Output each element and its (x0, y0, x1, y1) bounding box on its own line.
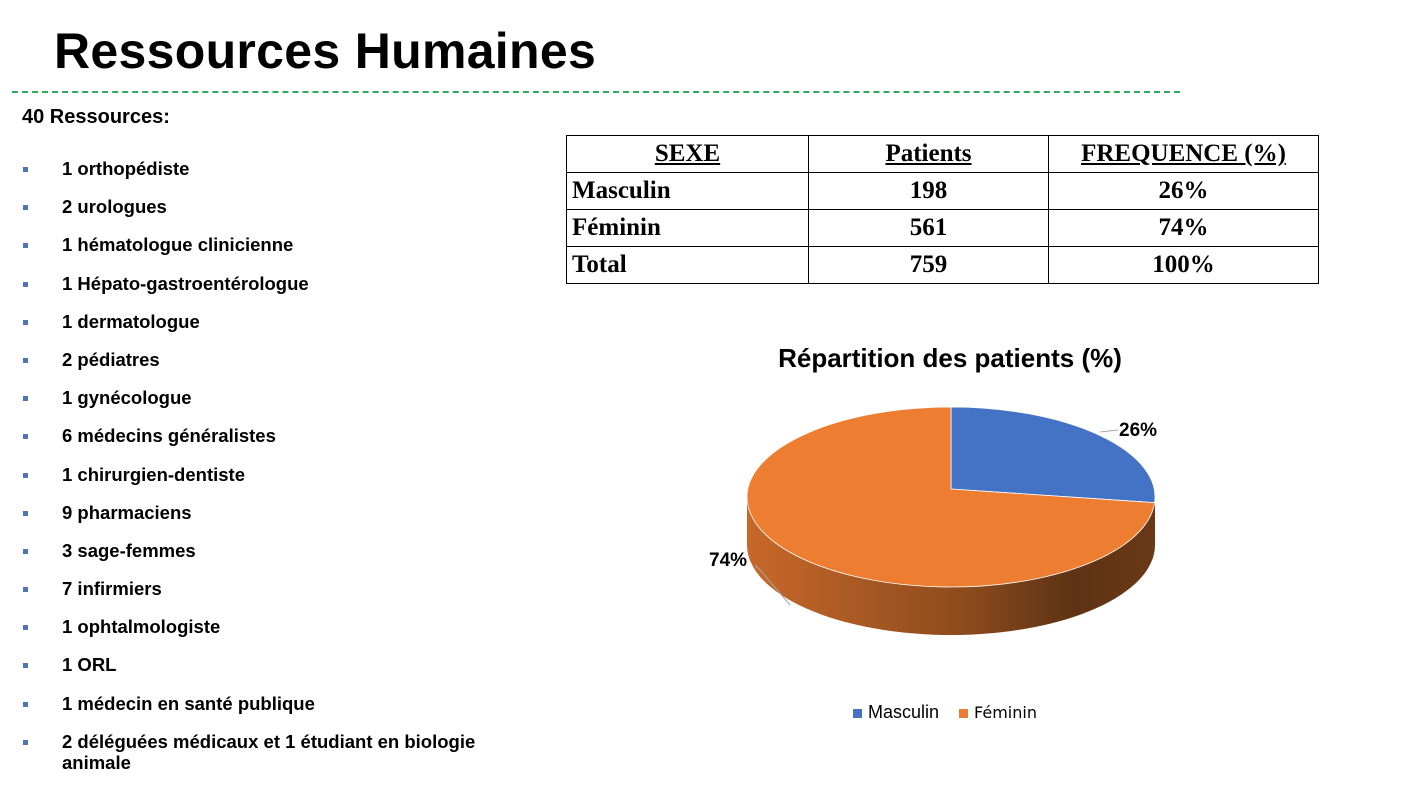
list-item-text: 1 hématologue clinicienne (62, 234, 294, 256)
legend-swatch (853, 709, 862, 718)
list-item-text: 1 Hépato-gastroentérologue (62, 272, 309, 294)
bullet-icon (23, 243, 28, 249)
list-item-text: 1 ORL (62, 654, 117, 676)
bullet-icon (23, 701, 28, 707)
bullet-icon (23, 587, 28, 593)
bullet-icon (23, 739, 28, 745)
bullet-icon (23, 548, 28, 554)
list-item-text: 1 chirurgien-dentiste (62, 463, 245, 485)
cell-frequence: 26% (1048, 172, 1319, 210)
table-row: Total 759 100% (566, 246, 1319, 284)
list-item-text: 1 gynécologue (62, 387, 192, 409)
divider (12, 91, 1180, 93)
bullet-icon (23, 396, 28, 402)
bullet-icon (23, 434, 28, 440)
list-item-text: 3 sage-femmes (62, 539, 196, 561)
table-row: Masculin 198 26% (566, 172, 1319, 210)
cell-frequence: 100% (1048, 246, 1319, 284)
list-item-text: 1 dermatologue (62, 310, 200, 332)
bullet-icon (23, 625, 28, 631)
data-label-masculin: 26% (1119, 420, 1157, 441)
legend-swatch (959, 709, 969, 718)
bullet-icon (23, 472, 28, 478)
cell-patients: 198 (808, 172, 1049, 210)
legend-label: Masculin (868, 702, 940, 722)
list-item-text: 2 urologues (62, 196, 167, 218)
resources-heading: 40 Ressources: (22, 106, 170, 128)
legend-item-feminin: Féminin (959, 702, 1037, 723)
chart-legend: Masculin Féminin (853, 702, 1037, 723)
leader-line (1099, 429, 1119, 433)
cell-sexe: Total (566, 246, 809, 284)
bullet-icon (23, 167, 28, 172)
data-label-feminin: 74% (709, 550, 747, 571)
pie-side-feminin (747, 497, 1155, 635)
slide-title: Ressources Humaines (54, 23, 597, 79)
list-item-text: 1 médecin en santé publique (62, 692, 315, 714)
header-sexe: SEXE (566, 135, 809, 173)
list-item-text: 9 pharmaciens (62, 501, 192, 523)
leader-line (754, 564, 791, 606)
list-item-text: 1 orthopédiste (62, 158, 190, 179)
list-item-text: 6 médecins généralistes (62, 425, 276, 447)
bullet-icon (23, 281, 28, 287)
chart-title: Répartition des patients (%) (778, 343, 1122, 373)
legend-item-masculin: Masculin (853, 702, 939, 723)
cell-patients: 759 (808, 246, 1049, 284)
sex-table: SEXE Patients FREQUENCE (%) Masculin 198… (566, 135, 1319, 284)
list-item-text: 1 ophtalmologiste (62, 616, 221, 638)
list-item-text: 2 déléguées médicaux et 1 étudiant en bi… (62, 730, 476, 773)
bullet-icon (23, 357, 28, 363)
bullet-icon (23, 205, 28, 211)
bullet-icon (23, 510, 28, 516)
legend-label: Féminin (974, 703, 1037, 722)
list-item-text: 7 infirmiers (62, 578, 162, 600)
list-item-text: 2 pédiatres (62, 348, 160, 370)
cell-sexe: Masculin (566, 172, 809, 210)
bullet-icon (23, 663, 28, 669)
bullet-icon (23, 319, 28, 325)
pie-slice-feminin (746, 406, 1156, 588)
header-frequence: FREQUENCE (%) (1048, 135, 1319, 173)
pie-slice-masculin (950, 406, 1156, 504)
